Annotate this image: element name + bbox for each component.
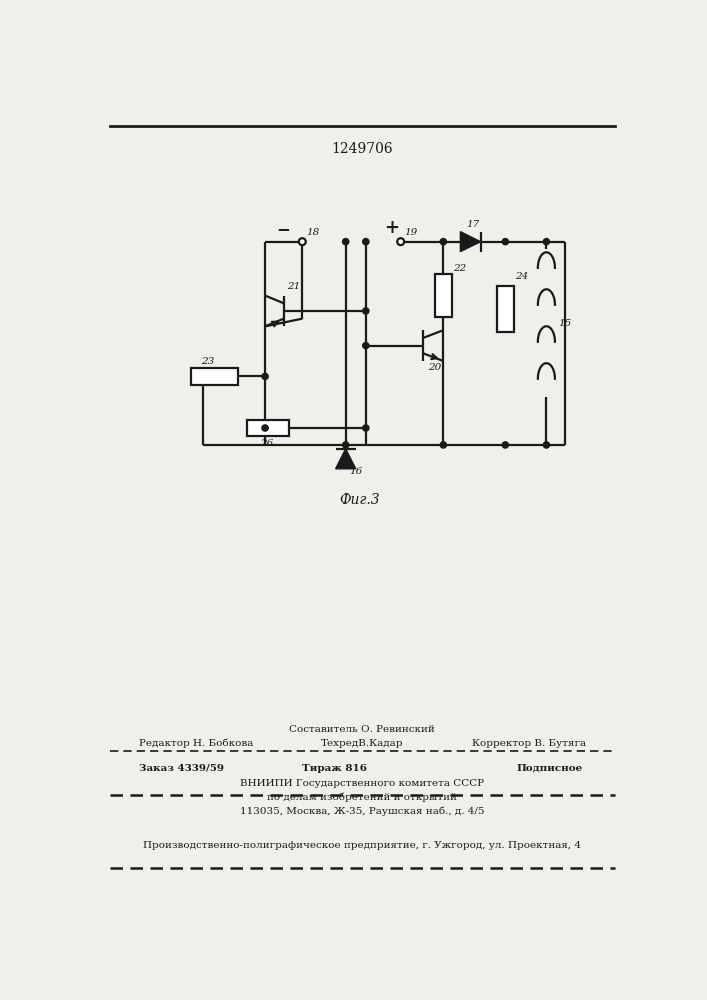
Text: 23: 23 bbox=[201, 357, 214, 366]
Text: 15: 15 bbox=[558, 319, 571, 328]
Text: 18: 18 bbox=[306, 228, 320, 237]
Circle shape bbox=[299, 238, 305, 245]
Bar bbox=[435, 274, 452, 317]
Circle shape bbox=[503, 442, 508, 448]
Text: Тираж 816: Тираж 816 bbox=[303, 764, 368, 773]
Circle shape bbox=[262, 425, 268, 431]
Circle shape bbox=[343, 442, 349, 448]
Text: +: + bbox=[384, 219, 399, 237]
Text: ВНИИПИ Государственного комитета СССР: ВНИИПИ Государственного комитета СССР bbox=[240, 779, 484, 788]
Circle shape bbox=[503, 239, 508, 244]
Text: 113035, Москва, Ж-35, Раушская наб., д. 4/5: 113035, Москва, Ж-35, Раушская наб., д. … bbox=[240, 807, 484, 816]
Text: Подписное: Подписное bbox=[516, 764, 583, 773]
Text: 24: 24 bbox=[515, 272, 529, 281]
Bar bbox=[497, 286, 514, 332]
Circle shape bbox=[262, 374, 268, 379]
Polygon shape bbox=[336, 449, 356, 469]
Text: 17: 17 bbox=[466, 220, 479, 229]
Polygon shape bbox=[460, 232, 481, 252]
Circle shape bbox=[343, 239, 349, 244]
Text: Редактор Н. Бобкова: Редактор Н. Бобкова bbox=[139, 739, 253, 748]
Circle shape bbox=[440, 442, 446, 448]
Text: Фиг.3: Фиг.3 bbox=[339, 493, 380, 507]
Circle shape bbox=[397, 238, 404, 245]
Circle shape bbox=[363, 239, 368, 244]
Text: 22: 22 bbox=[453, 264, 467, 273]
Text: Заказ 4339/59: Заказ 4339/59 bbox=[139, 764, 223, 773]
Text: 26: 26 bbox=[260, 439, 274, 448]
Bar bbox=[247, 420, 289, 436]
Text: 21: 21 bbox=[287, 282, 300, 291]
Text: Составитель О. Ревинский: Составитель О. Ревинский bbox=[289, 725, 435, 734]
Text: 20: 20 bbox=[428, 363, 441, 372]
Text: Производственно-полиграфическое предприятие, г. Ужгород, ул. Проектная, 4: Производственно-полиграфическое предприя… bbox=[143, 841, 581, 850]
Circle shape bbox=[544, 239, 549, 244]
Circle shape bbox=[544, 442, 549, 448]
Bar bbox=[192, 368, 238, 385]
Circle shape bbox=[363, 425, 368, 431]
Circle shape bbox=[440, 239, 446, 244]
Text: по делам изобретений и открытий: по делам изобретений и открытий bbox=[267, 793, 457, 802]
Text: −: − bbox=[276, 221, 291, 238]
Text: ТехредВ.Кадар: ТехредВ.Кадар bbox=[321, 739, 403, 748]
Text: Корректор В. Бутяга: Корректор В. Бутяга bbox=[472, 739, 586, 748]
Text: 1249706: 1249706 bbox=[331, 142, 393, 156]
Circle shape bbox=[363, 308, 368, 314]
Circle shape bbox=[363, 343, 368, 348]
Text: 19: 19 bbox=[404, 228, 417, 237]
Text: 16: 16 bbox=[349, 467, 363, 476]
